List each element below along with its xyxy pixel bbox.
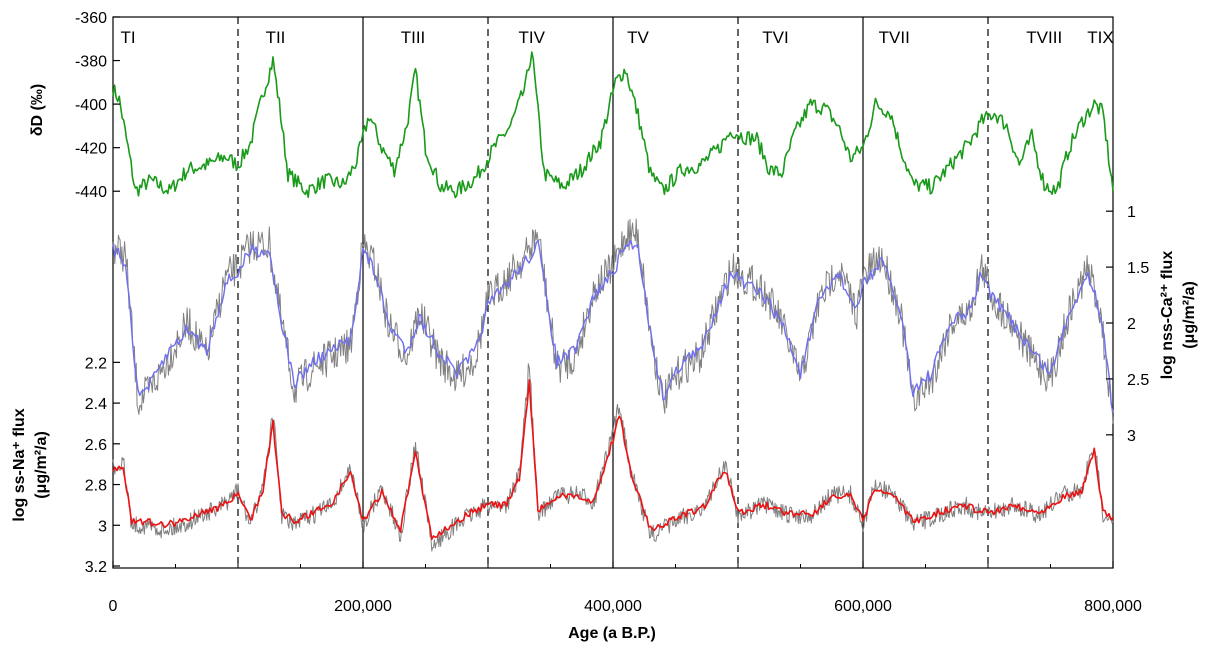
x-tick-label: 200,000 [334, 598, 392, 615]
ca-axis-title: log nss-Ca²⁺ flux [1159, 251, 1176, 380]
termination-label: TVI [762, 28, 788, 47]
x-tick-label: 400,000 [584, 598, 642, 615]
ca-series-line-0 [112, 218, 1114, 424]
termination-label: TI [120, 28, 135, 47]
termination-label: TIX [1087, 28, 1113, 47]
termination-label: TIII [401, 28, 426, 47]
ca-tick-label: 1.5 [1127, 260, 1149, 277]
ca-tick-label: 1 [1127, 204, 1136, 221]
dD-tick-label: -400 [75, 97, 107, 114]
dD-tick-label: -420 [75, 141, 107, 158]
na-axis-title-group: log ss-Na⁺ flux (μg/m²/a) [11, 408, 50, 521]
x-tick-label: 600,000 [834, 598, 892, 615]
data-series [112, 51, 1114, 552]
dD-tick-label: -440 [75, 184, 107, 201]
ca-tick-label: 3 [1127, 428, 1136, 445]
dD-series-line-0 [112, 51, 1114, 199]
x-axis-title: Age (a B.P.) [568, 625, 656, 642]
ca-tick-label: 2.5 [1127, 372, 1149, 389]
na-tick-label: 3 [98, 518, 107, 535]
dD-tick-label: -380 [75, 54, 107, 71]
termination-label: TIV [519, 28, 546, 47]
na-series-line-1 [112, 379, 1114, 540]
termination-label: TII [266, 28, 286, 47]
termination-label: TVIII [1026, 28, 1062, 47]
dD-tick-label: -360 [75, 10, 107, 27]
ca-axis-title-group: log nss-Ca²⁺ flux (μg/m²/a) [1159, 251, 1198, 380]
na-axis-title: log ss-Na⁺ flux [11, 408, 28, 521]
x-tick-label: 800,000 [1084, 598, 1142, 615]
termination-label: TV [627, 28, 649, 47]
na-tick-label: 2.6 [85, 437, 107, 454]
dD-axis-title: δD (‰) [29, 84, 46, 136]
termination-labels: TI TII TIII TIV TV TVI TVII TVIII TIX [120, 28, 1113, 47]
termination-label: TVII [879, 28, 910, 47]
termination-boundary-lines [237, 17, 989, 568]
ca-series-line-1 [112, 239, 1114, 413]
na-tick-label: 2.8 [85, 478, 107, 495]
axes: 0 200,000 400,000 600,000 800,000 -360 -380 -40… [75, 10, 1149, 615]
na-axis-unit: (μg/m²/a) [33, 431, 50, 499]
na-tick-label: 2.2 [85, 355, 107, 372]
na-tick-label: 3.2 [85, 559, 107, 576]
ca-axis-unit: (μg/m²/a) [1181, 281, 1198, 349]
na-tick-label: 2.4 [85, 396, 107, 413]
ca-tick-label: 2 [1127, 316, 1136, 333]
x-tick-label: 0 [109, 598, 118, 615]
